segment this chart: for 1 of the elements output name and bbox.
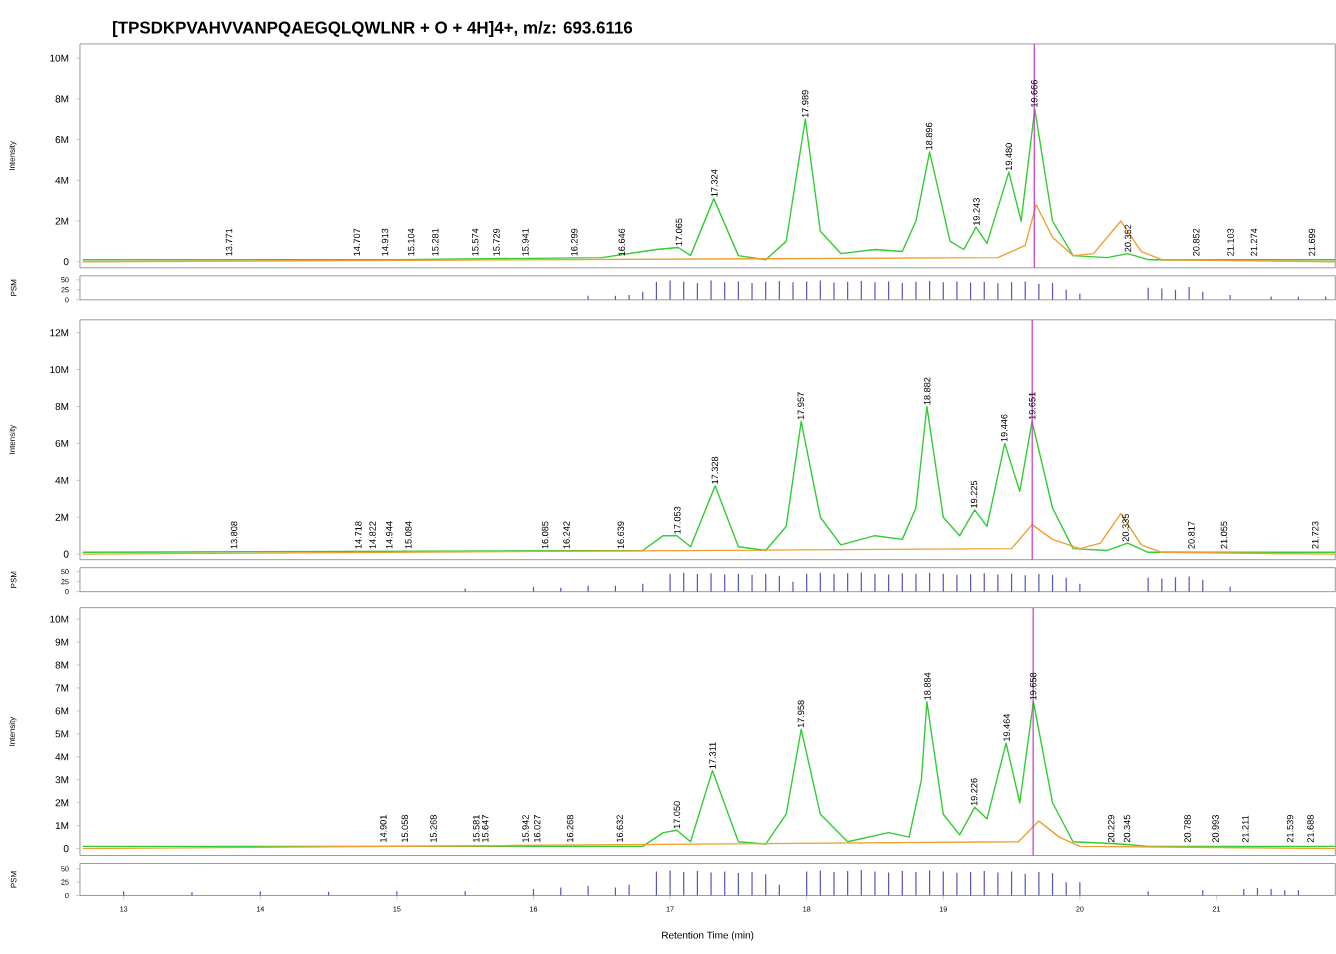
chart-title: [TPSDKPVAHVVANPQAEGQLQWLNR + O + 4H]4+, m/z: 693.6116 — [113, 21, 633, 38]
